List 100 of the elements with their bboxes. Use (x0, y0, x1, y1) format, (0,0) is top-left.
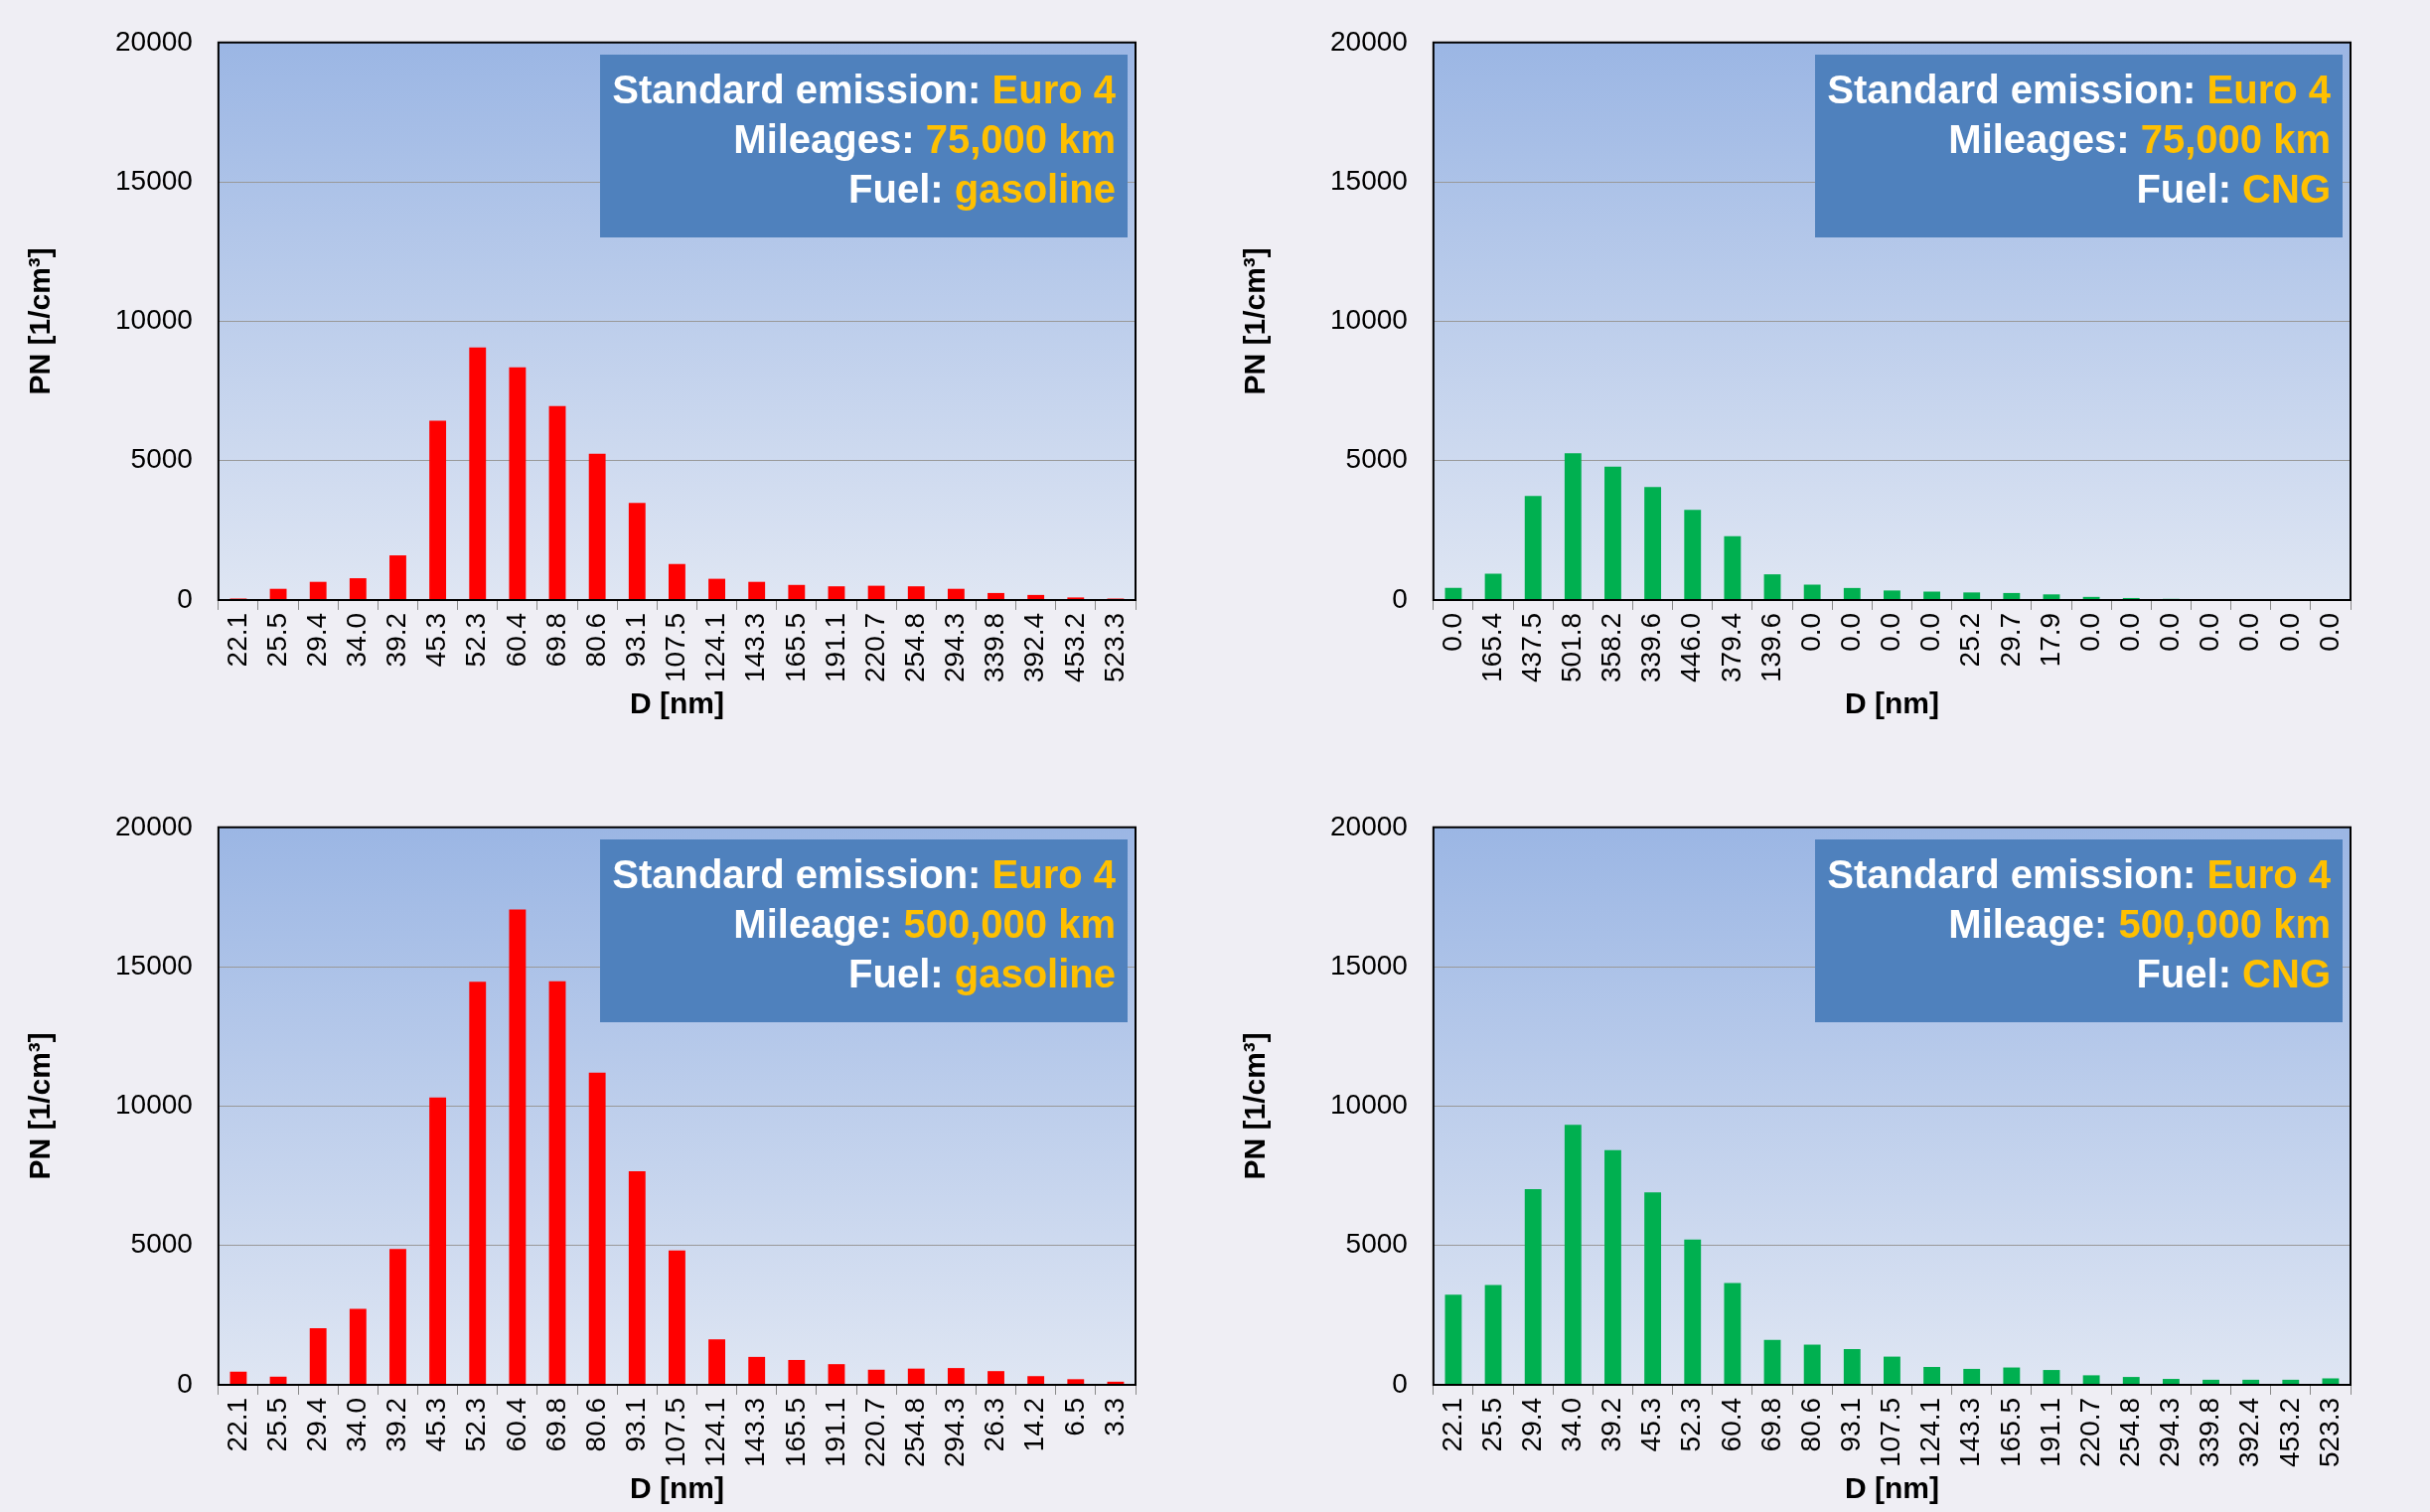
x-tick-label: 60.4 (500, 612, 532, 668)
x-tick-label: 80.6 (1794, 1397, 1826, 1452)
x-tick-label: 25.5 (260, 612, 292, 668)
x-tick-label: 523.3 (2313, 1397, 2345, 1468)
x-tick-label: 523.3 (1098, 612, 1130, 683)
x-tick-label: 165.5 (779, 612, 811, 683)
x-axis-title: D [nm] (629, 1471, 724, 1505)
x-tick-label: 34.0 (1556, 1397, 1588, 1452)
x-tick-label: 26.3 (979, 1397, 1010, 1452)
x-tick-label: 143.3 (739, 612, 771, 683)
y-tick-label: 20000 (1329, 25, 1408, 57)
annotation: Mileage: 500,000 km (732, 900, 1116, 948)
x-tick-label: 34.0 (341, 1397, 373, 1452)
x-tick-label: 0.0 (1436, 612, 1467, 652)
x-tick-label: 392.4 (1018, 612, 1050, 683)
x-axis-title: D [nm] (1844, 686, 1939, 720)
x-tick-label: 39.2 (380, 1397, 412, 1452)
x-tick-label: 0.0 (2113, 612, 2145, 652)
y-tick-label: 15000 (114, 949, 193, 981)
x-tick-label: 52.3 (460, 612, 492, 668)
x-tick-label: 22.1 (1436, 1397, 1467, 1452)
x-tick-label: 14.2 (1018, 1397, 1050, 1452)
y-tick-label: 5000 (1345, 443, 1408, 475)
y-axis-title: PN [1/cm³] (23, 247, 57, 395)
x-tick-label: 339.8 (979, 612, 1010, 683)
x-tick-label: 165.4 (1475, 612, 1507, 683)
x-tick-label: 52.3 (1675, 1397, 1707, 1452)
x-tick-label: 453.2 (2273, 1397, 2305, 1468)
x-tick-label: 0.0 (1914, 612, 1946, 652)
x-tick-label: 294.3 (2154, 1397, 2186, 1468)
x-tick-label: 107.5 (1875, 1397, 1906, 1468)
annotation: Standard emission: Euro 4 (612, 66, 1116, 113)
x-tick-label: 69.8 (539, 612, 571, 668)
x-tick-label: 69.8 (1754, 1397, 1786, 1452)
x-tick-label: 220.7 (2073, 1397, 2105, 1468)
y-tick-label: 20000 (114, 810, 193, 841)
x-tick-label: 25.2 (1954, 612, 1986, 668)
y-tick-label: 15000 (1329, 949, 1408, 981)
y-tick-label: 15000 (114, 164, 193, 196)
x-tick-label: 29.7 (1994, 612, 2026, 668)
x-tick-label: 124.1 (699, 612, 731, 683)
caption-box: Standard emission: Euro 4 Mileage: 500,000 km Fuel: CNG (1815, 838, 2343, 1022)
x-tick-label: 45.3 (420, 612, 452, 668)
x-tick-label: 358.2 (1595, 612, 1627, 683)
y-tick-label: 0 (177, 582, 193, 614)
annotation: Standard emission: Euro 4 (1827, 850, 2331, 898)
x-tick-label: 165.5 (779, 1397, 811, 1468)
x-tick-label: 107.5 (660, 1397, 691, 1468)
annotation: Fuel: gasoline (847, 165, 1116, 213)
x-tick-label: 6.5 (1058, 1397, 1090, 1436)
y-tick-label: 10000 (1329, 1089, 1408, 1121)
y-tick-label: 0 (1392, 582, 1408, 614)
x-tick-label: 139.6 (1754, 612, 1786, 683)
x-tick-label: 17.9 (2034, 612, 2065, 668)
x-tick-label: 93.1 (620, 1397, 652, 1452)
y-tick-label: 0 (177, 1367, 193, 1399)
annotation: Fuel: gasoline (847, 950, 1116, 997)
x-tick-label: 339.8 (2194, 1397, 2225, 1468)
x-tick-label: 191.1 (819, 612, 850, 683)
x-tick-label: 22.1 (221, 1397, 252, 1452)
annotation: Standard emission: Euro 4 (1827, 66, 2331, 113)
x-tick-label: 446.0 (1675, 612, 1707, 683)
x-tick-label: 0.0 (2273, 612, 2305, 652)
x-tick-label: 143.3 (739, 1397, 771, 1468)
y-axis-title: PN [1/cm³] (23, 1032, 57, 1180)
x-tick-label: 80.6 (579, 1397, 611, 1452)
x-tick-label: 220.7 (858, 1397, 890, 1468)
y-tick-label: 5000 (130, 443, 193, 475)
x-tick-label: 0.0 (2073, 612, 2105, 652)
x-axis-title: D [nm] (629, 686, 724, 720)
x-tick-label: 392.4 (2233, 1397, 2265, 1468)
x-tick-label: 254.8 (2113, 1397, 2145, 1468)
x-tick-label: 39.2 (380, 612, 412, 668)
x-tick-label: 0.0 (2233, 612, 2265, 652)
x-tick-label: 294.3 (939, 612, 971, 683)
y-tick-label: 5000 (130, 1228, 193, 1260)
x-tick-label: 0.0 (2154, 612, 2186, 652)
x-axis-title: D [nm] (1844, 1471, 1939, 1505)
y-tick-label: 0 (1392, 1367, 1408, 1399)
x-tick-label: 0.0 (2194, 612, 2225, 652)
x-tick-label: 52.3 (460, 1397, 492, 1452)
x-tick-label: 29.4 (300, 1397, 332, 1452)
x-tick-label: 34.0 (341, 612, 373, 668)
x-tick-label: 254.8 (898, 612, 930, 683)
caption-box: Standard emission: Euro 4 Mileages: 75,000 km Fuel: gasoline (600, 54, 1128, 237)
caption-box: Standard emission: Euro 4 Mileages: 75,000 km Fuel: CNG (1815, 54, 2343, 237)
x-tick-label: 3.3 (1098, 1397, 1130, 1436)
x-tick-label: 39.2 (1595, 1397, 1627, 1452)
y-tick-label: 10000 (114, 1089, 193, 1121)
x-tick-label: 60.4 (1715, 1397, 1747, 1452)
x-tick-label: 143.3 (1954, 1397, 1986, 1468)
y-tick-label: 10000 (114, 304, 193, 336)
annotation: Fuel: CNG (2135, 165, 2331, 213)
x-tick-label: 220.7 (858, 612, 890, 683)
x-tick-label: 453.2 (1058, 612, 1090, 683)
x-tick-label: 22.1 (221, 612, 252, 668)
y-axis-title: PN [1/cm³] (1238, 247, 1272, 395)
x-tick-label: 80.6 (579, 612, 611, 668)
annotation: Fuel: CNG (2135, 950, 2331, 997)
x-tick-label: 93.1 (620, 612, 652, 668)
